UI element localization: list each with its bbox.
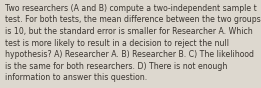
Text: Two researchers (A and B) compute a two-independent sample t
test. For both test: Two researchers (A and B) compute a two-… — [5, 4, 260, 82]
